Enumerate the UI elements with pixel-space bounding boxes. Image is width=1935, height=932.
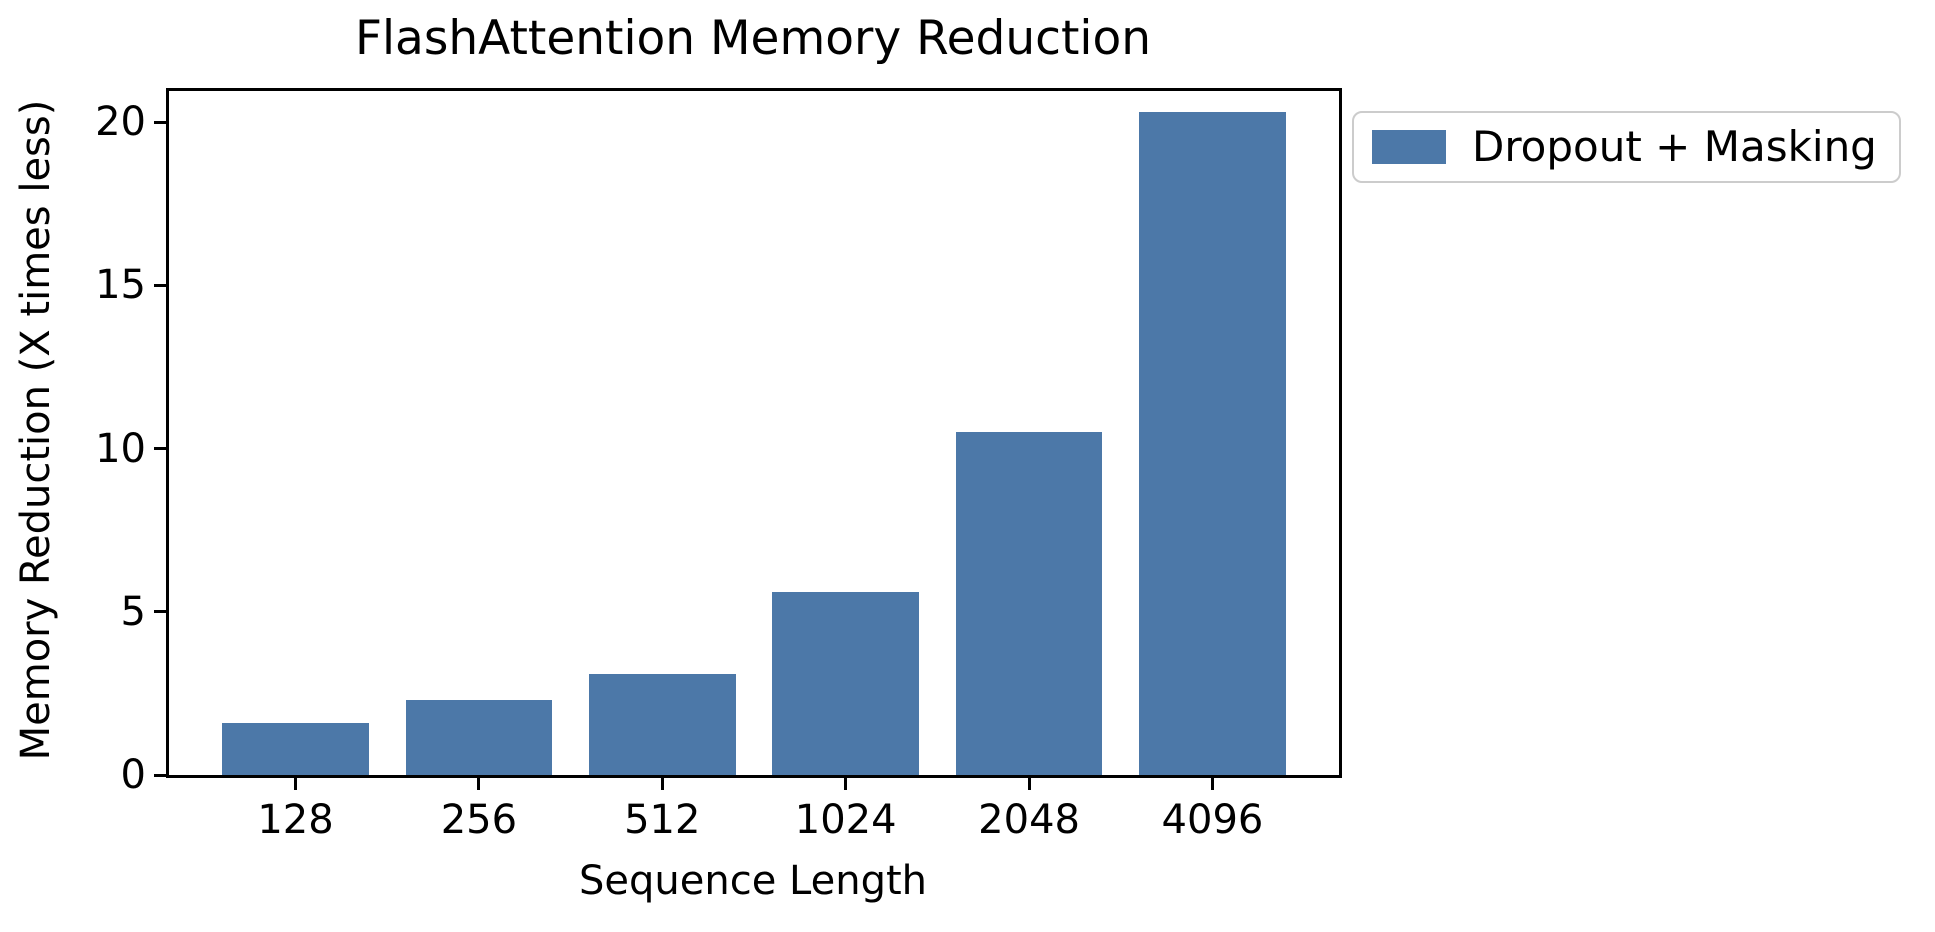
x-tick-label: 1024 — [794, 797, 897, 843]
x-tick-mark — [660, 778, 664, 790]
x-tick-label: 2048 — [978, 797, 1080, 843]
y-tick-label: 0 — [120, 752, 146, 798]
bar-128 — [222, 722, 369, 775]
plot-area — [166, 88, 1342, 778]
x-tick-mark — [294, 778, 298, 790]
x-tick-mark — [1027, 778, 1031, 790]
y-tick-label: 15 — [95, 262, 146, 309]
y-tick-label: 5 — [120, 588, 146, 635]
bar-4096 — [1139, 112, 1286, 775]
chart-title: FlashAttention Memory Reduction — [354, 11, 1152, 66]
y-tick-label: 20 — [95, 99, 146, 146]
y-tick-mark — [154, 773, 166, 777]
bar-512 — [588, 673, 736, 775]
y-tick-label: 10 — [95, 425, 146, 472]
y-tick-mark — [154, 120, 166, 124]
y-tick-mark — [154, 283, 166, 287]
legend-swatch — [1372, 130, 1446, 164]
x-tick-label: 4096 — [1161, 797, 1264, 843]
legend: Dropout + Masking — [1352, 111, 1901, 183]
x-axis-label: Sequence Length — [579, 858, 927, 904]
x-tick-mark — [1210, 778, 1214, 790]
y-tick-mark — [154, 610, 166, 614]
x-tick-label: 512 — [624, 797, 701, 843]
bar-1024 — [772, 592, 920, 775]
x-tick-label: 128 — [257, 797, 334, 843]
bar-2048 — [955, 432, 1103, 775]
y-tick-mark — [154, 447, 166, 450]
x-tick-mark — [477, 778, 481, 790]
bar-256 — [405, 699, 553, 775]
x-tick-label: 256 — [440, 797, 518, 843]
x-tick-mark — [844, 778, 848, 790]
legend-label: Dropout + Masking — [1472, 122, 1877, 171]
